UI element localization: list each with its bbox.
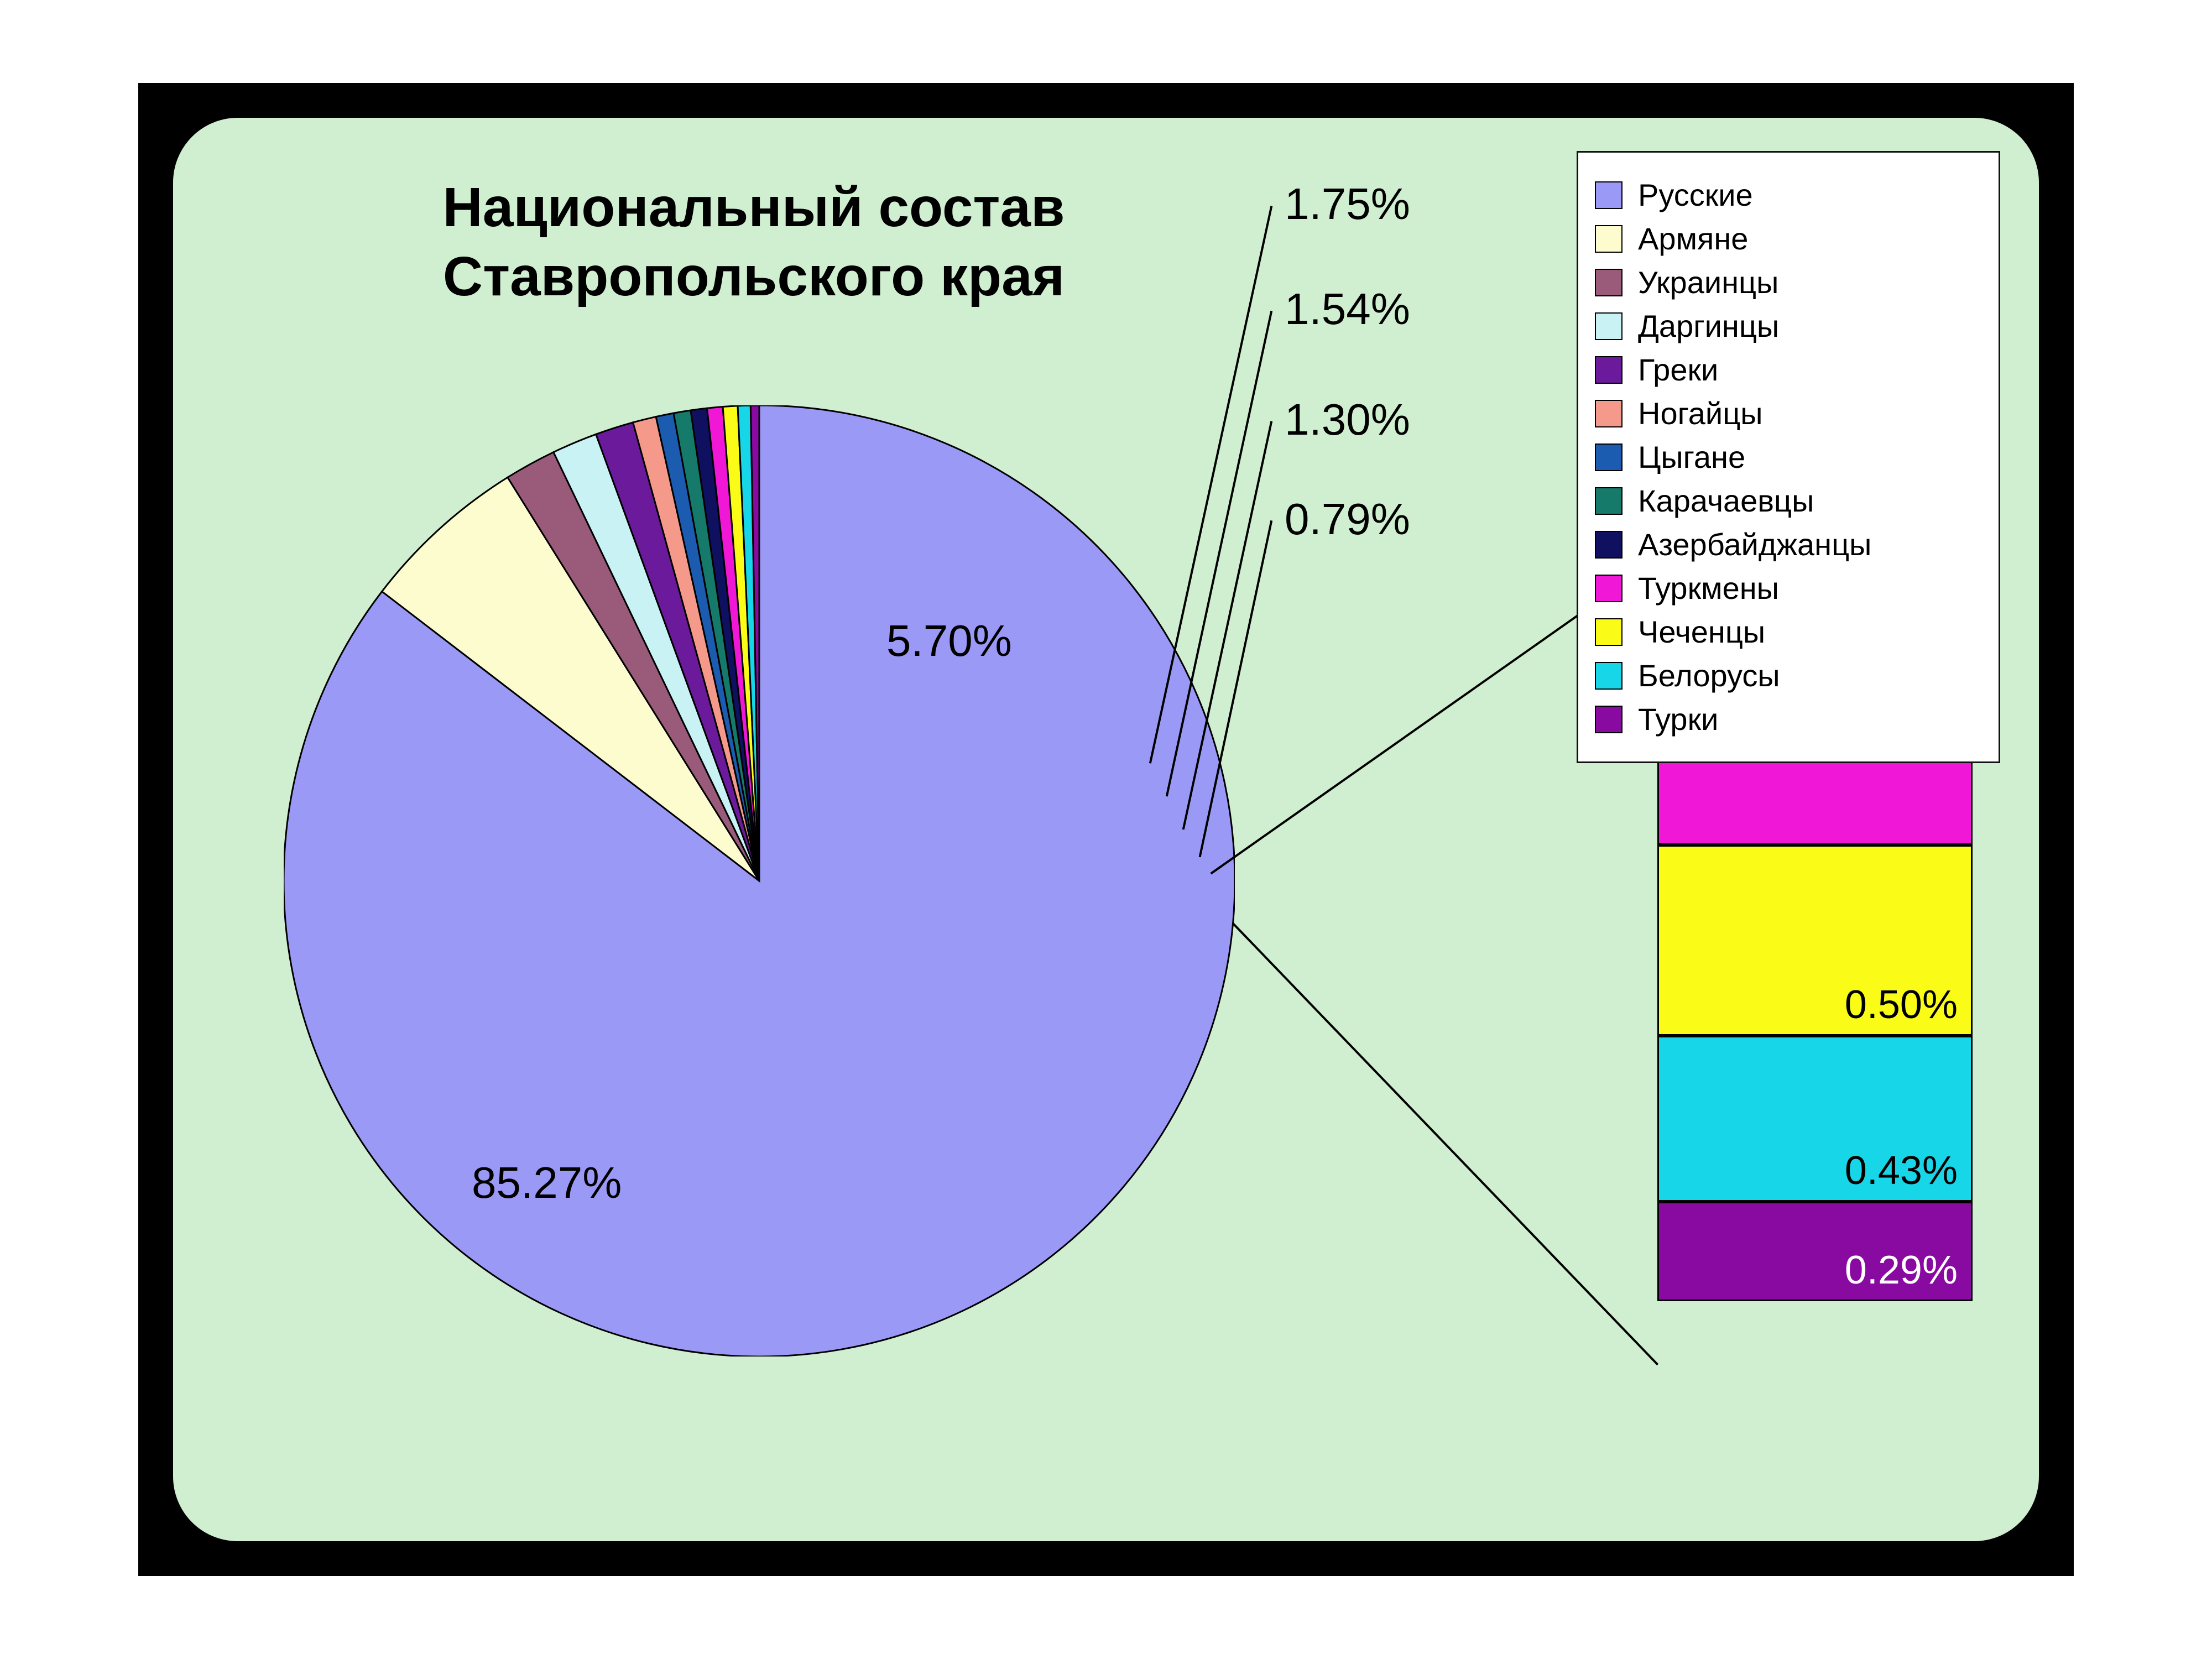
legend-item: Украинцы (1595, 264, 1982, 300)
slice-label-second: 5.70% (886, 615, 1012, 666)
callout-label: 1.54% (1285, 284, 1410, 335)
legend-item: Ногайцы (1595, 395, 1982, 431)
legend-item: Белорусы (1595, 658, 1982, 693)
legend-label: Белорусы (1638, 658, 1780, 693)
legend-label: Украинцы (1638, 264, 1778, 300)
chart-panel: Национальный состав Ставропольского края… (171, 116, 2041, 1543)
legend-swatch (1595, 444, 1623, 471)
slice-label-main: 85.27% (472, 1157, 622, 1208)
callout-label: 1.30% (1285, 394, 1410, 445)
callout-label: 1.75% (1285, 179, 1410, 229)
legend-item: Туркмены (1595, 570, 1982, 606)
legend-item: Армяне (1595, 221, 1982, 257)
legend-swatch (1595, 618, 1623, 646)
chart-title: Национальный состав Ставропольского края (339, 173, 1168, 311)
legend-swatch (1595, 531, 1623, 559)
legend-label: Русские (1638, 177, 1753, 213)
bar-segment: 0.50% (1657, 845, 1973, 1036)
title-line-1: Национальный состав (443, 176, 1065, 238)
legend-label: Туркмены (1638, 570, 1779, 606)
legend-swatch (1595, 400, 1623, 427)
legend-item: Чеченцы (1595, 614, 1982, 650)
legend-swatch (1595, 575, 1623, 602)
legend-label: Даргинцы (1638, 308, 1779, 344)
legend-swatch (1595, 706, 1623, 733)
legend-item: Карачаевцы (1595, 483, 1982, 519)
bar-segment: 0.29% (1657, 1202, 1973, 1301)
legend-label: Греки (1638, 352, 1718, 388)
bar-segment-label: 0.50% (1845, 982, 1958, 1027)
legend-label: Цыгане (1638, 439, 1745, 475)
bar-segment-label: 0.43% (1845, 1148, 1958, 1193)
legend-swatch (1595, 356, 1623, 384)
legend-swatch (1595, 225, 1623, 253)
legend-swatch (1595, 269, 1623, 296)
title-line-2: Ставропольского края (443, 246, 1065, 307)
legend: Русские Армяне Украинцы Даргинцы Греки Ногайц… (1577, 151, 2000, 763)
bar-segment-label: 0.29% (1845, 1248, 1958, 1293)
callout-label: 0.79% (1285, 494, 1410, 545)
legend-swatch (1595, 662, 1623, 690)
pie-chart (284, 405, 1235, 1357)
legend-swatch (1595, 312, 1623, 340)
legend-item: Русские (1595, 177, 1982, 213)
legend-item: Турки (1595, 701, 1982, 737)
legend-label: Азербайджанцы (1638, 526, 1871, 562)
legend-label: Армяне (1638, 221, 1748, 257)
legend-swatch (1595, 487, 1623, 515)
legend-label: Турки (1638, 701, 1718, 737)
legend-label: Ногайцы (1638, 395, 1763, 431)
legend-label: Чеченцы (1638, 614, 1765, 650)
legend-item: Даргинцы (1595, 308, 1982, 344)
legend-swatch (1595, 181, 1623, 209)
legend-item: Греки (1595, 352, 1982, 388)
legend-item: Цыгане (1595, 439, 1982, 475)
outer-frame: Национальный состав Ставропольского края… (138, 83, 2074, 1576)
bar-segment: 0.43% (1657, 1036, 1973, 1202)
legend-label: Карачаевцы (1638, 483, 1814, 519)
legend-item: Азербайджанцы (1595, 526, 1982, 562)
